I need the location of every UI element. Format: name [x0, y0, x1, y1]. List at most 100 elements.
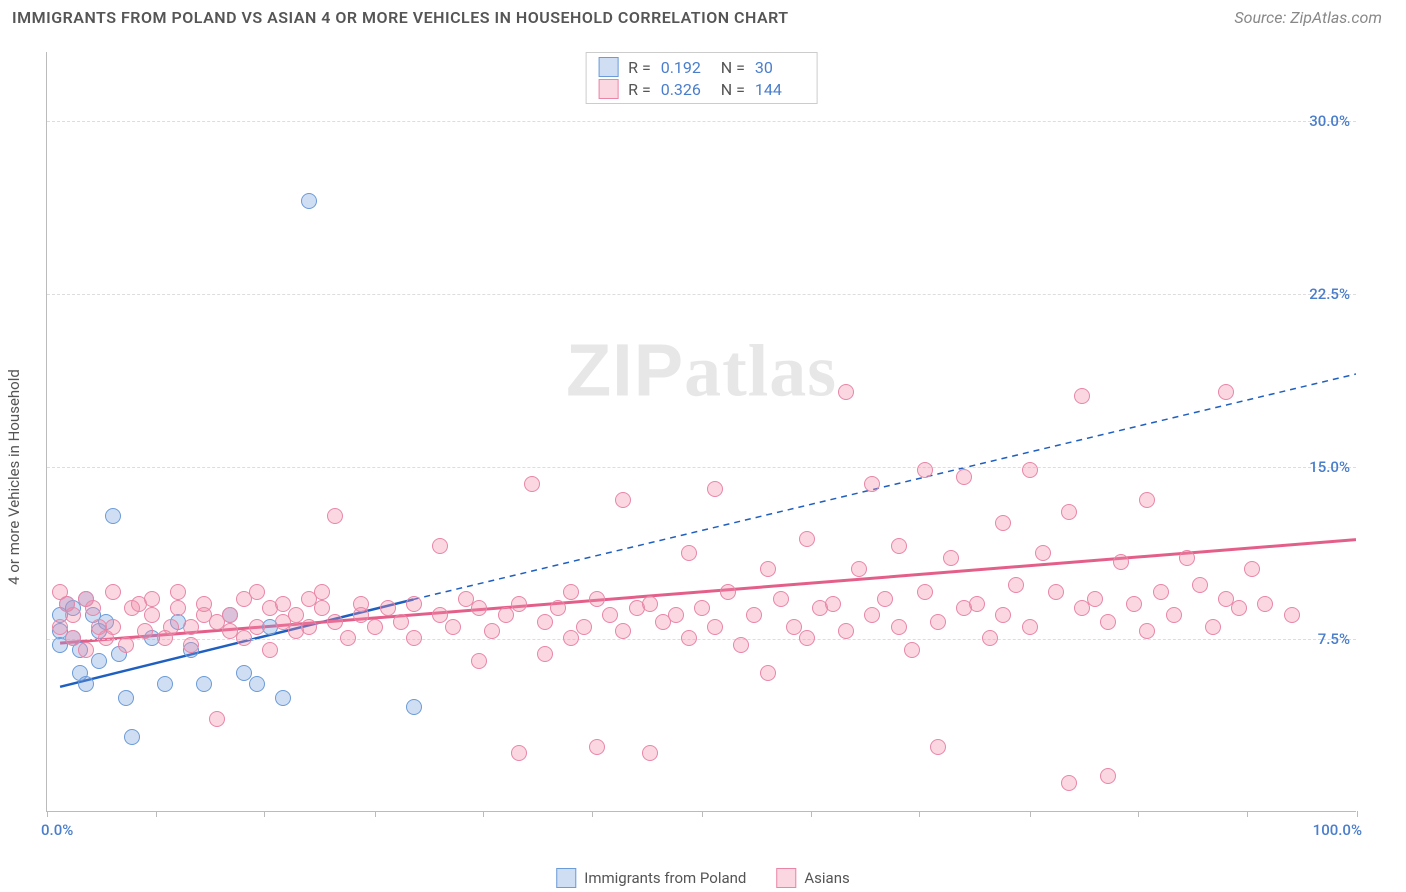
scatter-point: [864, 476, 880, 492]
plot-area: ZIPatlas R =0.192N =30R =0.326N =144 7.5…: [46, 52, 1356, 812]
scatter-point: [406, 596, 422, 612]
scatter-point: [1192, 577, 1208, 593]
scatter-point: [746, 607, 762, 623]
gridline: [47, 294, 1356, 295]
scatter-point: [1061, 504, 1077, 520]
scatter-point: [615, 492, 631, 508]
scatter-point: [956, 469, 972, 485]
watermark: ZIPatlas: [566, 327, 837, 414]
scatter-point: [1035, 545, 1051, 561]
scatter-point: [668, 607, 684, 623]
scatter-point: [249, 619, 265, 635]
x-tick: [1357, 811, 1358, 817]
scatter-point: [904, 642, 920, 658]
scatter-point: [445, 619, 461, 635]
x-tick: [1030, 811, 1031, 817]
scatter-point: [314, 600, 330, 616]
scatter-point: [183, 619, 199, 635]
scatter-point: [930, 614, 946, 630]
scatter-point: [209, 711, 225, 727]
scatter-point: [144, 607, 160, 623]
scatter-point: [995, 515, 1011, 531]
scatter-point: [275, 690, 291, 706]
scatter-point: [786, 619, 802, 635]
scatter-point: [1126, 596, 1142, 612]
scatter-point: [1008, 577, 1024, 593]
scatter-point: [681, 630, 697, 646]
n-value: 144: [755, 80, 805, 99]
scatter-point: [484, 623, 500, 639]
scatter-point: [851, 561, 867, 577]
gridline: [47, 121, 1356, 122]
x-tick: [1247, 811, 1248, 817]
scatter-point: [367, 619, 383, 635]
scatter-point: [550, 600, 566, 616]
x-tick: [919, 811, 920, 817]
scatter-point: [917, 462, 933, 478]
scatter-point: [969, 596, 985, 612]
chart-source: Source: ZipAtlas.com: [1234, 8, 1382, 27]
scatter-point: [432, 607, 448, 623]
correlation-legend: R =0.192N =30R =0.326N =144: [585, 52, 818, 104]
scatter-point: [799, 630, 815, 646]
scatter-point: [105, 508, 121, 524]
scatter-point: [681, 545, 697, 561]
scatter-point: [314, 584, 330, 600]
y-tick-label: 30.0%: [1309, 112, 1350, 130]
y-tick-label: 7.5%: [1318, 630, 1350, 648]
scatter-point: [301, 193, 317, 209]
scatter-point: [118, 690, 134, 706]
scatter-point: [1048, 584, 1064, 600]
y-tick-label: 22.5%: [1309, 285, 1350, 303]
scatter-point: [707, 481, 723, 497]
r-label: R =: [628, 58, 651, 77]
x-tick: [264, 811, 265, 817]
scatter-point: [707, 619, 723, 635]
scatter-point: [1100, 768, 1116, 784]
x-tick: [811, 811, 812, 817]
scatter-point: [163, 619, 179, 635]
scatter-point: [105, 619, 121, 635]
scatter-point: [118, 637, 134, 653]
scatter-point: [694, 600, 710, 616]
scatter-point: [864, 607, 880, 623]
scatter-point: [196, 596, 212, 612]
series-legend: Immigrants from PolandAsians: [556, 868, 849, 888]
scatter-point: [537, 646, 553, 662]
scatter-point: [1166, 607, 1182, 623]
scatter-point: [137, 623, 153, 639]
n-label: N =: [721, 58, 745, 77]
scatter-point: [65, 607, 81, 623]
scatter-point: [85, 600, 101, 616]
y-axis-label: 4 or more Vehicles in Household: [5, 369, 23, 585]
legend-swatch: [598, 57, 618, 77]
scatter-point: [838, 384, 854, 400]
scatter-point: [589, 739, 605, 755]
scatter-point: [1139, 623, 1155, 639]
legend-item: Immigrants from Poland: [556, 868, 746, 888]
scatter-point: [1284, 607, 1300, 623]
scatter-point: [1257, 596, 1273, 612]
chart-container: 4 or more Vehicles in Household ZIPatlas…: [0, 44, 1406, 892]
scatter-point: [930, 739, 946, 755]
correlation-legend-row: R =0.326N =144: [598, 79, 805, 99]
scatter-point: [511, 596, 527, 612]
scatter-point: [406, 699, 422, 715]
scatter-point: [825, 596, 841, 612]
y-tick-label: 15.0%: [1309, 458, 1350, 476]
scatter-point: [327, 614, 343, 630]
scatter-point: [642, 596, 658, 612]
scatter-point: [838, 623, 854, 639]
chart-header: IMMIGRANTS FROM POLAND VS ASIAN 4 OR MOR…: [0, 0, 1406, 31]
scatter-point: [183, 637, 199, 653]
x-tick: [592, 811, 593, 817]
scatter-point: [943, 550, 959, 566]
r-value: 0.192: [661, 58, 711, 77]
x-tick: [375, 811, 376, 817]
scatter-point: [196, 676, 212, 692]
scatter-point: [1153, 584, 1169, 600]
scatter-point: [524, 476, 540, 492]
scatter-point: [91, 653, 107, 669]
scatter-point: [760, 561, 776, 577]
trend-line: [414, 374, 1356, 599]
